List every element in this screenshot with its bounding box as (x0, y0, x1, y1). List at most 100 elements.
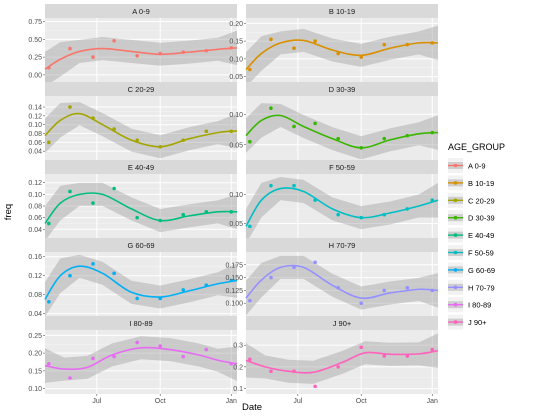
data-point (158, 144, 162, 149)
y-tick-label: 0.00 (28, 72, 42, 79)
strip-label: G 60-69 (127, 241, 154, 250)
confidence-band (45, 102, 237, 159)
x-tick-label: Oct (356, 398, 367, 405)
data-point (405, 286, 410, 290)
data-point (359, 301, 364, 306)
data-point (336, 136, 340, 141)
panel-background (246, 96, 438, 160)
legend-key-point (453, 233, 458, 237)
data-point (47, 140, 51, 145)
panel-i: I 80-89 0.10 0.15 0.20 0.25 Jul Oct Jan (28, 316, 238, 405)
legend-item: C 20-29 (448, 192, 495, 208)
data-point (158, 51, 162, 56)
data-point (68, 46, 72, 51)
data-point (336, 51, 340, 56)
data-point (405, 207, 410, 211)
y-tick-label: 0.05 (229, 221, 243, 228)
legend-title: AGE_GROUP (448, 142, 505, 152)
data-point (91, 201, 95, 205)
data-point (336, 286, 340, 290)
data-point (248, 298, 252, 303)
y-tick-label: 0.20 (229, 21, 243, 28)
strip-label: H 70-79 (329, 241, 356, 250)
legend-label: J 90+ (468, 318, 487, 327)
strip (45, 82, 237, 96)
strip-label: A 0-9 (132, 7, 150, 16)
data-point (269, 37, 273, 42)
legend-item: E 40-49 (448, 227, 494, 243)
y-tick-label: 0.04 (28, 311, 42, 318)
data-point (135, 215, 139, 220)
smooth-line (44, 192, 238, 224)
data-point (135, 340, 139, 345)
panel-j: J 90+ 0.1 0.2 0.3 Jul Oct Jan (233, 316, 439, 405)
y-tick-label: 0.08 (28, 292, 42, 299)
data-point (430, 198, 435, 202)
data-point (204, 347, 209, 352)
y-tick-label: 0.3 (233, 343, 243, 350)
data-point (313, 39, 317, 43)
smooth-line (245, 187, 439, 227)
legend-label: F 50-59 (468, 249, 494, 258)
legend-label: A 0-9 (468, 162, 486, 171)
smooth-line (44, 265, 238, 300)
data-point (405, 42, 410, 47)
y-tick-label: 0.10 (229, 56, 243, 63)
x-axis-title: Date (242, 402, 262, 413)
legend-item: J 90+ (448, 314, 487, 330)
data-point (336, 365, 340, 369)
data-point (229, 210, 234, 214)
y-tick-label: 0.25 (28, 333, 42, 340)
strip (45, 4, 237, 18)
data-point (135, 138, 139, 142)
y-tick-label: 0.12 (28, 113, 42, 120)
data-point (47, 221, 51, 226)
legend: AGE_GROUP A 0-9 B 10-19 C 20-29 D 30-39 E 40… (448, 142, 505, 330)
y-tick-label: 0.12 (28, 273, 42, 280)
strip (45, 316, 237, 330)
data-point (382, 354, 387, 358)
y-tick-label: 0.15 (28, 368, 42, 375)
x-tick-label: Jul (293, 398, 302, 405)
data-point (47, 299, 51, 304)
data-point (292, 369, 296, 374)
data-point (336, 212, 340, 217)
data-point (292, 124, 296, 129)
data-point (313, 121, 317, 126)
data-point (430, 347, 435, 352)
y-tick-label: 0.10 (28, 386, 42, 393)
data-point (112, 127, 116, 131)
y-tick-label: 0.25 (28, 55, 42, 62)
panel-f: F 50-59 0.05 0.10 (229, 160, 439, 244)
y-tick-label: 0.04 (28, 149, 42, 156)
data-point (112, 186, 116, 191)
data-point (292, 183, 296, 188)
y-tick-label: 0.125 (225, 288, 243, 295)
data-point (430, 288, 435, 293)
legend-item: H 70-79 (448, 279, 495, 295)
x-tick-label: Oct (155, 398, 166, 405)
panel-background (246, 174, 438, 238)
data-point (292, 46, 296, 51)
legend-item: G 60-69 (448, 262, 495, 278)
y-tick-label: 0.04 (28, 227, 42, 234)
data-point (91, 356, 95, 361)
strip (246, 238, 438, 252)
data-point (313, 198, 317, 202)
panel-b: B 10-19 0.05 0.10 0.15 0.20 (229, 4, 439, 87)
strip (45, 238, 237, 252)
data-point (269, 275, 273, 280)
y-tick-label: 0.1 (233, 386, 243, 393)
data-point (359, 215, 364, 220)
legend-key-point (453, 268, 458, 272)
data-point (405, 354, 410, 358)
confidence-band (45, 254, 237, 317)
strip-label: C 20-29 (128, 85, 155, 94)
strip-label: F 50-59 (329, 163, 355, 172)
panel-e: E 40-49 0.04 0.06 0.08 0.10 0.12 (28, 160, 238, 241)
legend-label: B 10-19 (468, 179, 494, 188)
strip-label: D 30-39 (329, 85, 356, 94)
data-point (359, 345, 364, 350)
strip-label: I 80-89 (129, 319, 152, 328)
data-point (47, 361, 51, 366)
